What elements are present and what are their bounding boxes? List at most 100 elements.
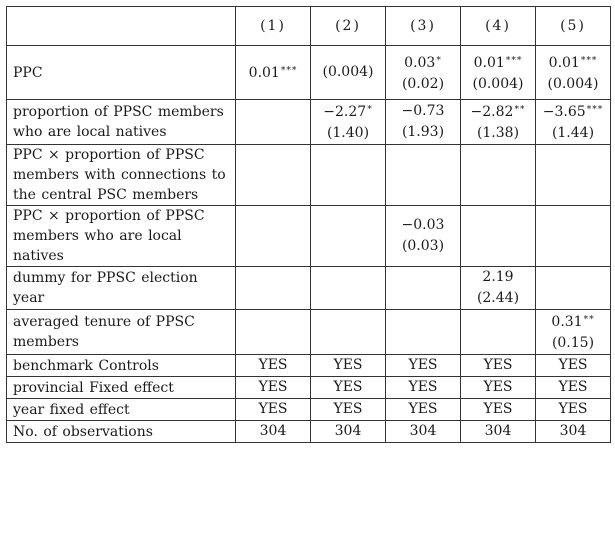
- coefficient: −0.03: [401, 217, 445, 233]
- data-cell: [535, 144, 611, 206]
- data-cell: 304: [310, 420, 386, 443]
- data-cell: [235, 99, 311, 145]
- coefficient: YES: [558, 379, 588, 395]
- regression-table: (1) (2) (3) (4) (5) PPC 0.01*** (0.004) 0.0…: [6, 6, 611, 443]
- coefficient-line: 304: [542, 421, 604, 442]
- data-cell: YES: [535, 376, 611, 399]
- coefficient: 0.01: [473, 54, 505, 71]
- data-cell: −2.27* (1.40): [310, 99, 386, 145]
- coefficient: YES: [408, 379, 438, 395]
- standard-error: (0.15): [551, 335, 595, 351]
- coefficient-line: YES: [467, 355, 529, 376]
- coefficient-line: YES: [467, 399, 529, 420]
- coefficient: YES: [483, 401, 513, 417]
- coefficient-line: YES: [542, 399, 604, 420]
- significance-stars: *: [367, 105, 373, 115]
- coefficient: YES: [258, 379, 288, 395]
- table-body: PPC 0.01*** (0.004) 0.03* (0.02) 0.01*** (0.00…: [6, 45, 611, 443]
- data-cell: YES: [310, 398, 386, 421]
- coefficient-line: 2.19: [467, 267, 529, 288]
- significance-stars: **: [514, 105, 526, 115]
- data-cell: YES: [460, 354, 536, 377]
- data-cell: [460, 205, 536, 267]
- data-cell: YES: [310, 354, 386, 377]
- coefficient-line: 0.01***: [542, 51, 604, 74]
- coefficient: 304: [334, 423, 362, 439]
- data-cell: [385, 309, 461, 355]
- standard-error: (0.004): [547, 75, 599, 92]
- table-row: averaged tenure of PPSC members 0.31** (0.…: [6, 309, 611, 355]
- data-cell: 0.01*** (0.004): [535, 45, 611, 100]
- data-cell: YES: [385, 398, 461, 421]
- standard-error: (2.44): [476, 290, 520, 306]
- significance-stars: ***: [580, 55, 598, 66]
- coefficient: 0.01: [248, 65, 280, 81]
- data-cell: [385, 144, 461, 206]
- coefficient: −0.73: [401, 103, 445, 119]
- coefficient: YES: [483, 357, 513, 373]
- row-label: benchmark Controls: [6, 354, 236, 377]
- data-cell: 0.03* (0.02): [385, 45, 461, 100]
- data-cell: [235, 205, 311, 267]
- coefficient-line: YES: [242, 377, 304, 398]
- row-label: PPC × proportion of PPSC members with co…: [6, 144, 236, 206]
- standard-error: (1.40): [326, 125, 370, 141]
- data-cell: YES: [235, 376, 311, 399]
- coefficient: −2.82: [470, 104, 514, 120]
- coefficient-line: 0.31**: [542, 310, 604, 333]
- data-cell: [385, 266, 461, 310]
- data-cell: [310, 144, 386, 206]
- standard-error: (0.03): [401, 238, 445, 254]
- data-cell: YES: [235, 398, 311, 421]
- coefficient: YES: [558, 401, 588, 417]
- data-cell: YES: [385, 376, 461, 399]
- table-row: No. of observations 304 304 304 304 304: [6, 420, 611, 443]
- coefficient-line: −2.27*: [317, 100, 379, 123]
- coefficient-line: 304: [467, 421, 529, 442]
- column-header: (1): [235, 6, 311, 46]
- data-cell: YES: [460, 376, 536, 399]
- coefficient: YES: [483, 379, 513, 395]
- coefficient: 304: [259, 423, 287, 439]
- data-cell: 304: [535, 420, 611, 443]
- standard-error: (1.38): [476, 125, 520, 141]
- table-row: PPC × proportion of PPSC members who are…: [6, 205, 611, 267]
- column-header: (4): [460, 6, 536, 46]
- standard-error: (1.44): [551, 125, 595, 141]
- coefficient: 0.01: [548, 54, 580, 71]
- coefficient: YES: [333, 379, 363, 395]
- data-cell: YES: [460, 398, 536, 421]
- significance-stars: ***: [280, 66, 298, 76]
- coefficient: YES: [258, 401, 288, 417]
- data-cell: 2.19 (2.44): [460, 266, 536, 310]
- coefficient-line: −0.03: [392, 215, 454, 236]
- data-cell: 304: [235, 420, 311, 443]
- table-row: benchmark Controls YES YES YES YES YES: [6, 354, 611, 377]
- standard-error: (0.004): [322, 64, 374, 80]
- significance-stars: ***: [586, 105, 604, 115]
- coefficient-line: YES: [242, 355, 304, 376]
- data-cell: [235, 309, 311, 355]
- table-row: PPC × proportion of PPSC members with co…: [6, 144, 611, 206]
- coefficient: YES: [333, 357, 363, 373]
- data-cell: YES: [535, 354, 611, 377]
- column-header: (3): [385, 6, 461, 46]
- data-cell: 0.01*** (0.004): [460, 45, 536, 100]
- coefficient-line: 304: [392, 421, 454, 442]
- coefficient: YES: [558, 357, 588, 373]
- coefficient: 0.31: [551, 314, 583, 330]
- data-cell: 304: [460, 420, 536, 443]
- standard-error: (0.02): [401, 75, 445, 92]
- row-label: No. of observations: [6, 420, 236, 443]
- coefficient: −2.27: [323, 104, 367, 120]
- coefficient-line: YES: [392, 355, 454, 376]
- coefficient: YES: [408, 401, 438, 417]
- table-row: PPC 0.01*** (0.004) 0.03* (0.02) 0.01*** (0.00…: [6, 45, 611, 100]
- data-cell: 0.01***: [235, 45, 311, 100]
- data-cell: 0.31** (0.15): [535, 309, 611, 355]
- coefficient: 304: [559, 423, 587, 439]
- coefficient-line: YES: [392, 399, 454, 420]
- coefficient-line: YES: [317, 377, 379, 398]
- coefficient-line: YES: [317, 399, 379, 420]
- row-label: year fixed effect: [6, 398, 236, 421]
